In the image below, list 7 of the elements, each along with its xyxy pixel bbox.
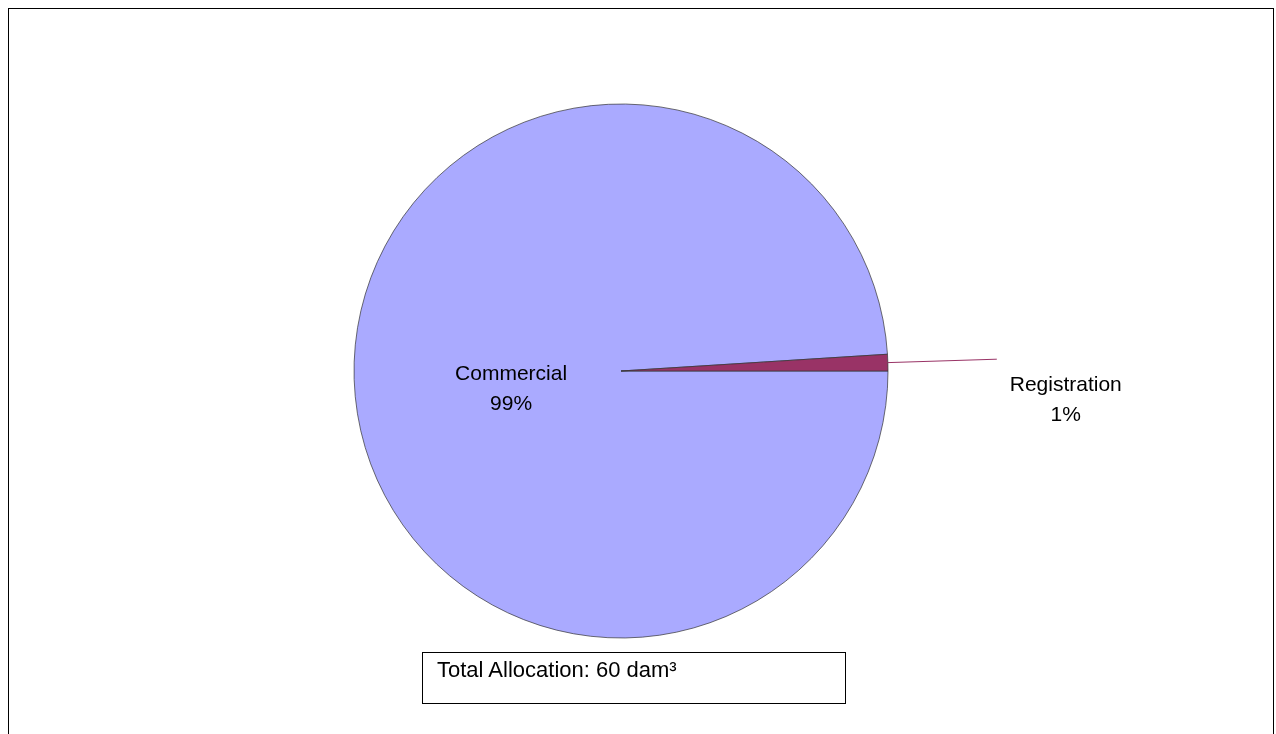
slice-label: Registration	[1009, 371, 1122, 395]
slice-label: Commercial	[455, 361, 568, 385]
text: Total Allocation: 60 dam³	[437, 657, 677, 682]
data-label: 99%	[490, 391, 533, 415]
pie-slice	[353, 103, 889, 639]
pie-slice	[620, 353, 889, 372]
data-label: 1%	[1050, 401, 1081, 425]
